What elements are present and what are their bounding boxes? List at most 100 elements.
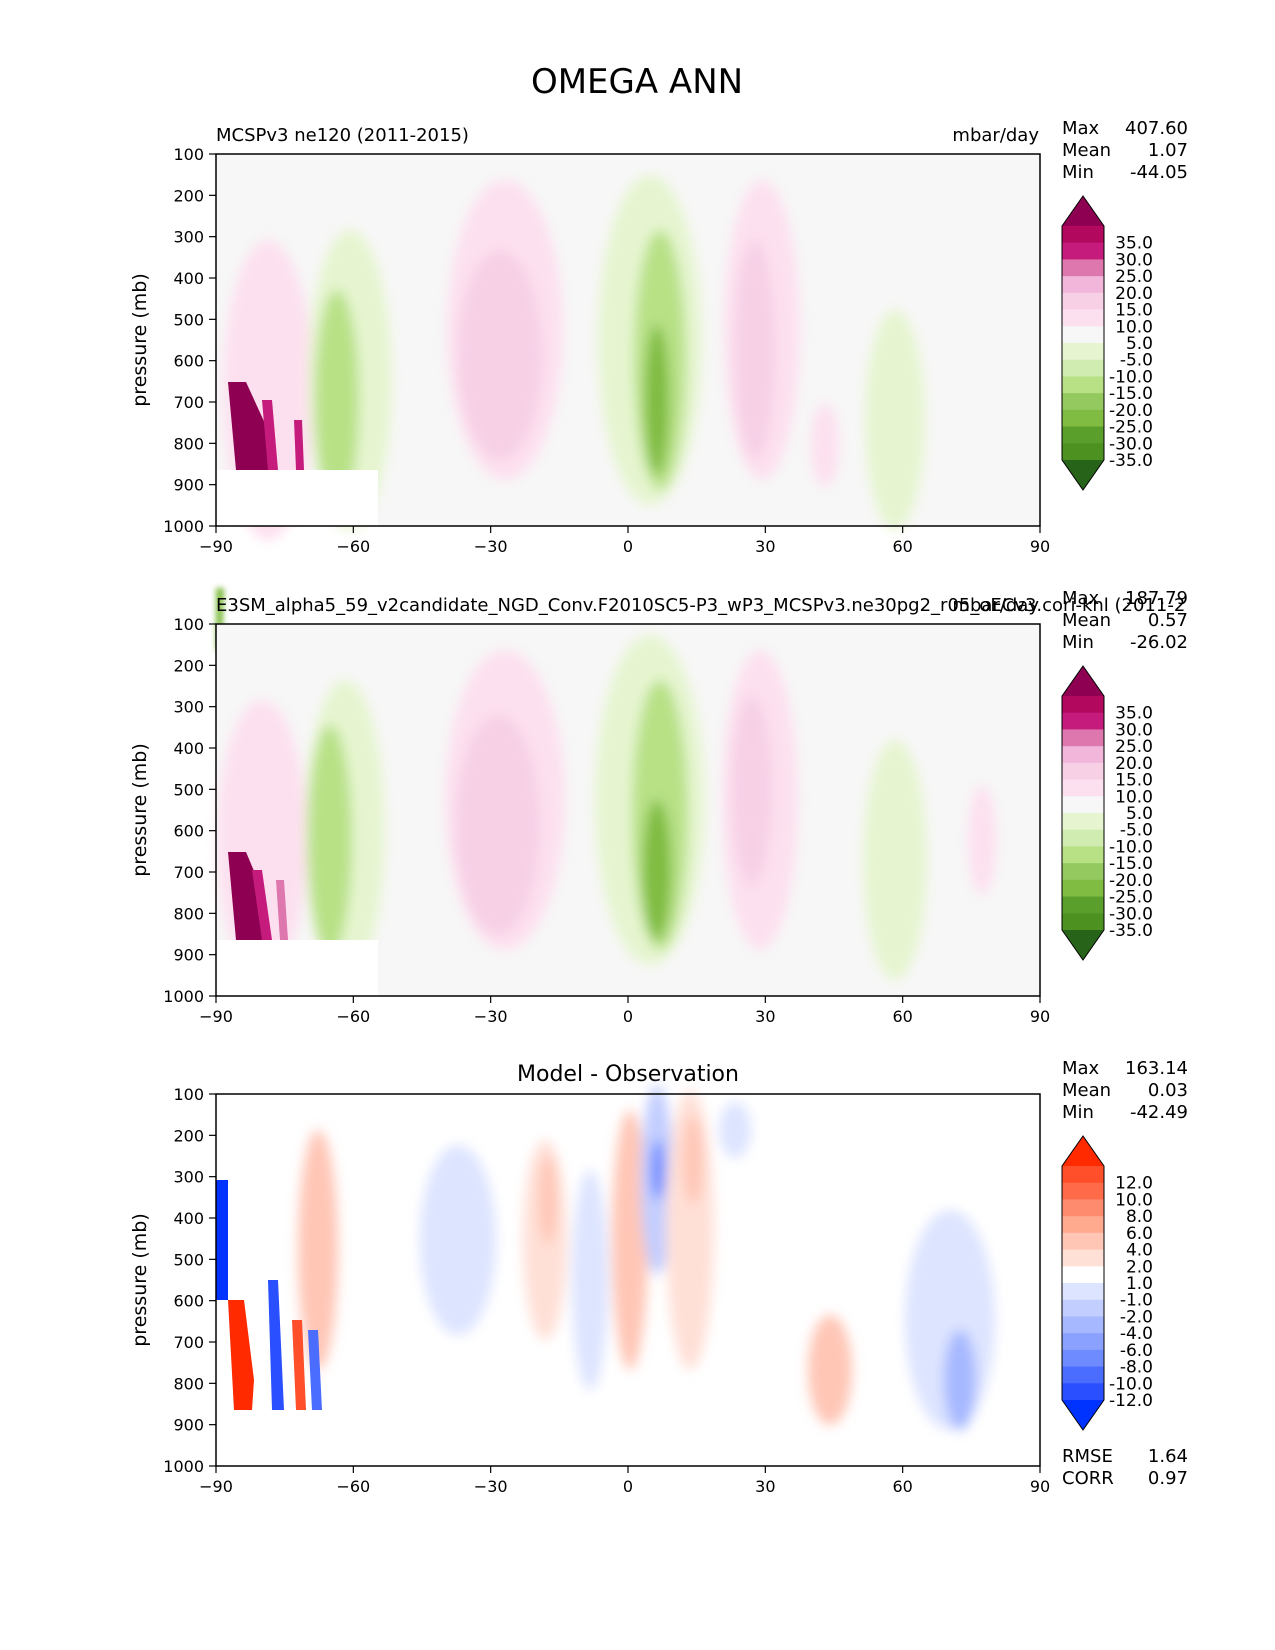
panel-difference-streak-blue-3 (308, 1330, 322, 1410)
x-tick-label: 90 (1030, 1007, 1050, 1026)
panel-test-field-sh-pink-core (458, 250, 542, 460)
y-tick-label: 400 (173, 1209, 204, 1228)
panel-test-title: MCSPv3 ne120 (2011-2015) (216, 125, 469, 146)
colorbar-swatch (1062, 879, 1104, 898)
colorbar-label: 15.0 (1115, 301, 1153, 321)
colorbar-label: 2.0 (1126, 1257, 1153, 1277)
panel-test-field-nh-pink-small (811, 403, 839, 487)
colorbar-label: -5.0 (1120, 821, 1153, 841)
panel-difference-stat-label-mean: Mean (1062, 1080, 1111, 1101)
panel-difference-field-blue-west (420, 1145, 496, 1335)
y-tick-label: 800 (173, 434, 204, 453)
colorbar-extend-bottom (1062, 460, 1104, 490)
y-tick-label: 900 (173, 1416, 204, 1435)
colorbar-swatch (1062, 259, 1104, 277)
colorbar-label: 8.0 (1126, 1207, 1153, 1227)
colorbar-swatch (1062, 746, 1104, 764)
y-tick-label: 800 (173, 1374, 204, 1393)
x-tick-label: 30 (755, 537, 775, 556)
panel-reference-stat-value-min: -26.02 (1130, 632, 1188, 653)
colorbar-label: -15.0 (1109, 384, 1153, 404)
panel-difference-stat-label-max: Max (1062, 1058, 1100, 1079)
colorbar-label: 1.0 (1126, 1274, 1153, 1294)
colorbar-extend-bottom (1062, 1400, 1104, 1430)
panel-reference-polar-streaks (228, 852, 288, 940)
panel-reference-field (217, 635, 996, 980)
colorbar-label: -2.0 (1120, 1307, 1153, 1327)
panel-difference-streak-red (228, 1300, 254, 1410)
x-tick-label: −90 (199, 1477, 233, 1496)
colorbar-extend-top (1062, 196, 1104, 226)
panel-difference-field-blue-north (719, 1102, 751, 1158)
colorbar-label: 25.0 (1115, 267, 1153, 287)
panel-difference-rmse-label: RMSE (1062, 1446, 1113, 1467)
panel-difference-mask (216, 1410, 328, 1466)
y-tick-label: 200 (173, 656, 204, 675)
panel-reference-streak-tertiary (276, 880, 288, 940)
colorbar-label: 5.0 (1126, 334, 1153, 354)
x-tick-label: 0 (623, 537, 633, 556)
colorbar-label: 25.0 (1115, 737, 1153, 757)
colorbar-swatch (1062, 896, 1104, 914)
colorbar-label: -20.0 (1109, 871, 1153, 891)
colorbar-swatch (1062, 1182, 1104, 1200)
panel-difference-corr-label: CORR (1062, 1468, 1114, 1489)
x-tick-label: 60 (892, 1007, 912, 1026)
colorbar-label: -30.0 (1109, 904, 1153, 924)
panel-reference-stat-label-max: Max (1062, 588, 1100, 609)
panel-difference-corr-value: 0.97 (1148, 1468, 1188, 1489)
colorbar-swatch (1062, 829, 1104, 847)
y-tick-label: 300 (173, 1168, 204, 1187)
panel-test-units: mbar/day (952, 125, 1039, 146)
panel-reference-field-nh-pink-small (968, 785, 996, 895)
panel-difference-field-red-south-polar (298, 1130, 338, 1370)
colorbar-swatch (1062, 409, 1104, 428)
colorbar-swatch (1062, 376, 1104, 394)
panel-difference-axes: −90 −60 −30 0 30 60 90 100 200 300 400 500 600 700 800… (163, 1085, 1050, 1496)
colorbar-swatch (1062, 242, 1104, 260)
panel-difference-polar-streaks (216, 1180, 322, 1410)
colorbar-swatch (1062, 1216, 1104, 1234)
panel-reference-colorbar: 35.030.025.020.015.010.05.0-5.0-10.0-15.… (1061, 665, 1153, 961)
colorbar-label: -35.0 (1109, 921, 1153, 941)
colorbar-swatch (1062, 1249, 1104, 1267)
panel-reference-field-nh-pink-core (732, 695, 772, 885)
colorbar-label: -6.0 (1120, 1341, 1153, 1361)
colorbar-extend-top (1062, 1136, 1104, 1166)
y-tick-label: 700 (173, 863, 204, 882)
panel-test-streak-secondary (262, 400, 278, 470)
panel-difference-field (298, 1085, 995, 1430)
colorbar-label: -8.0 (1120, 1358, 1153, 1378)
y-tick-label: 500 (173, 780, 204, 799)
colorbar-label: 6.0 (1126, 1224, 1153, 1244)
colorbar-label: -10.0 (1109, 1374, 1153, 1394)
colorbar-label: -25.0 (1109, 888, 1153, 908)
y-tick-label: 200 (173, 186, 204, 205)
colorbar-swatch (1062, 1349, 1104, 1368)
y-tick-label: 100 (173, 615, 204, 634)
colorbar-label: 15.0 (1115, 771, 1153, 791)
panel-difference-field-red-south-core (539, 1155, 557, 1245)
y-tick-label: 500 (173, 310, 204, 329)
y-tick-label: 1000 (163, 987, 204, 1006)
panel-test-mask (216, 470, 378, 526)
panel-reference-axes: −90 −60 −30 0 30 60 90 100 200 300 400 500 600 700 800… (163, 615, 1050, 1026)
panel-test-stat-value-max: 407.60 (1125, 118, 1188, 139)
panel-reference-title: E3SM_alpha5_59_v2candidate_NGD_Conv.F201… (216, 595, 1185, 616)
panel-difference-streak-blue (216, 1180, 228, 1300)
panel-test-stat-value-min: -44.05 (1130, 162, 1188, 183)
panel-reference-stat-label-min: Min (1062, 632, 1094, 653)
x-tick-label: −30 (474, 1477, 508, 1496)
colorbar-label: -25.0 (1109, 418, 1153, 438)
panel-difference-colorbar: 12.010.08.06.04.02.01.0-1.0-2.0-4.0-6.0-… (1061, 1135, 1153, 1431)
panel-difference-stats: Max 163.14 Mean 0.03 Min -42.49 (1062, 1058, 1188, 1123)
panel-reference-field-sh-pink-core (456, 715, 540, 935)
y-tick-label: 300 (173, 698, 204, 717)
panel-reference-mask (216, 940, 378, 996)
panel-difference-field-blue-high-core (944, 1330, 976, 1430)
colorbar-label: -5.0 (1120, 351, 1153, 371)
y-tick-label: 600 (173, 352, 204, 371)
x-tick-label: 60 (892, 1477, 912, 1496)
y-tick-label: 700 (173, 1333, 204, 1352)
